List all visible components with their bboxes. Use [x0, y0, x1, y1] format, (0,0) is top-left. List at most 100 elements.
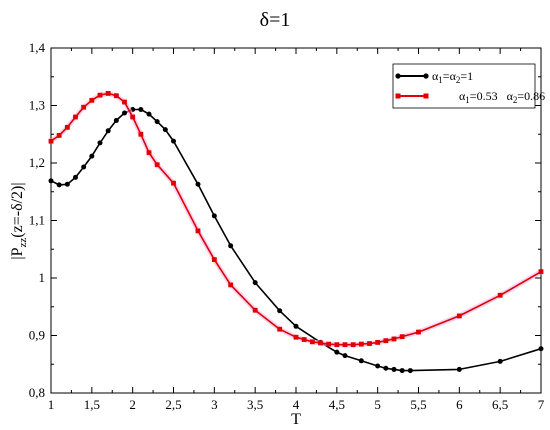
data-point [56, 182, 62, 188]
series-line-glow [49, 90, 543, 348]
data-point [342, 353, 348, 359]
x-tick-label: 3 [211, 397, 218, 412]
data-point [334, 342, 340, 348]
legend-marker-2 [395, 93, 401, 99]
series-2 [48, 90, 544, 348]
x-tick-label: 1,5 [84, 397, 100, 412]
data-point [211, 257, 217, 262]
data-point [342, 342, 348, 348]
data-point [252, 307, 258, 313]
data-point [367, 341, 372, 346]
data-point [277, 308, 283, 314]
series-line [50, 92, 542, 346]
data-point [64, 181, 70, 187]
data-point [138, 131, 144, 137]
x-tick-label: 5 [374, 397, 381, 412]
data-point [89, 153, 95, 159]
x-tick-label: 5,5 [410, 397, 426, 412]
data-point [391, 336, 397, 342]
data-point [318, 340, 323, 346]
data-point [81, 104, 87, 110]
data-point [309, 339, 315, 345]
x-tick-label: 6 [456, 397, 463, 412]
data-point [456, 313, 462, 319]
data-point [228, 243, 234, 249]
data-point [105, 91, 111, 96]
data-point [195, 228, 201, 234]
y-tick-label: 1 [39, 270, 46, 285]
data-point [407, 368, 413, 374]
y-tick-label: 0,9 [29, 328, 45, 343]
legend-marker-1b [423, 73, 429, 79]
data-point [97, 140, 103, 146]
data-point [326, 341, 332, 347]
data-point [277, 326, 283, 332]
x-tick-label: 2 [129, 397, 136, 412]
legend-entry-1: α1=α2=1 [395, 69, 473, 85]
data-point [105, 128, 111, 134]
data-point [334, 349, 340, 355]
data-point [456, 366, 462, 372]
data-point [358, 358, 364, 364]
data-point [350, 342, 356, 348]
legend-marker-1 [395, 73, 401, 79]
x-axis-label: T [291, 411, 301, 428]
x-tick-label: 4,5 [329, 397, 345, 412]
data-point [538, 269, 544, 275]
data-point [154, 119, 160, 125]
data-point [383, 338, 389, 344]
x-tick-label: 4 [293, 397, 300, 412]
data-point [56, 133, 62, 138]
data-point [89, 97, 95, 103]
data-point [73, 174, 78, 180]
y-axis-label: |Pzz(z=-δ/2)| [9, 182, 29, 259]
series-layer [48, 90, 544, 374]
data-point [416, 329, 421, 335]
x-tick-label: 2,5 [165, 397, 181, 412]
data-point [113, 117, 119, 123]
y-tick-label: 1,4 [29, 40, 46, 55]
data-point [162, 127, 168, 133]
legend-label-2: α1=0.53 α2=0.86 [432, 89, 550, 105]
data-point [97, 92, 103, 98]
chart-title: δ=1 [260, 9, 291, 31]
legend-entry-2: α1=0.53 α2=0.86 [395, 89, 550, 105]
data-point [130, 114, 136, 120]
data-point [48, 138, 54, 144]
data-point [146, 111, 152, 117]
series-line [50, 108, 542, 372]
data-point [48, 178, 54, 184]
data-point [293, 334, 299, 340]
x-tick-label: 1 [48, 397, 55, 412]
x-axis: 1 1,5 2 2,5 3 3,5 4 4,5 5 5,5 6 6,5 7 [48, 48, 545, 412]
data-point [358, 341, 364, 347]
data-point [375, 340, 381, 345]
legend: α1=α2=1 α1=0.53 α2=0.86 [392, 63, 550, 109]
y-tick-label: 1,1 [29, 213, 45, 228]
data-point [211, 213, 217, 219]
y-tick-label: 1,2 [29, 155, 45, 170]
data-point [538, 346, 544, 352]
data-point [497, 358, 503, 364]
data-point [497, 292, 503, 298]
data-point [171, 138, 176, 144]
legend-box [392, 63, 536, 109]
x-tick-label: 6,5 [492, 397, 508, 412]
x-tick-label: 7 [538, 397, 545, 412]
data-point [154, 162, 160, 168]
data-point [64, 124, 70, 130]
data-point [391, 366, 397, 372]
x-tick-label: 3,5 [247, 397, 263, 412]
y-tick-label: 1,3 [29, 98, 45, 113]
data-point [293, 323, 299, 329]
data-point [146, 150, 152, 156]
y-tick-label: 0,8 [29, 385, 45, 400]
data-point [171, 180, 176, 186]
legend-label-1: α1=α2=1 [432, 69, 473, 85]
data-point [81, 164, 87, 170]
data-point [122, 110, 127, 116]
data-point [252, 280, 258, 286]
series-1 [48, 107, 544, 374]
data-point [399, 334, 405, 340]
data-point [138, 107, 144, 113]
